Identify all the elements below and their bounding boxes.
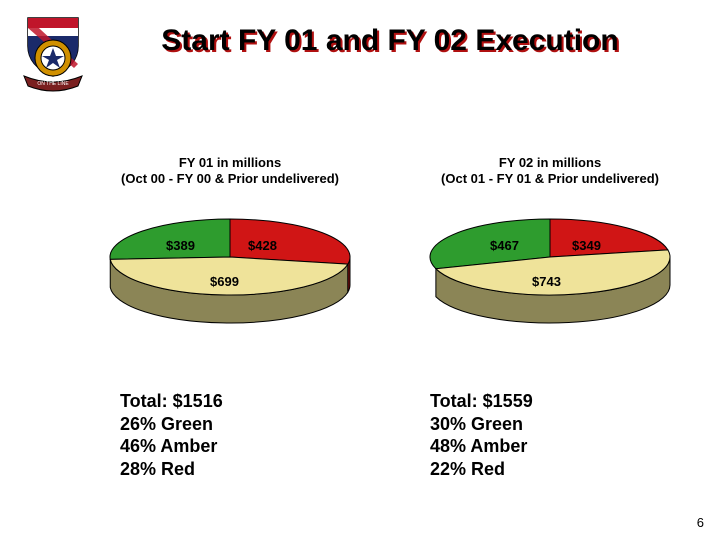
fy01-total-red: 28% Red (120, 458, 360, 481)
fy01-subtitle-line2: (Oct 00 - FY 00 & Prior undelivered) (121, 171, 339, 186)
fy02-subtitle-line1: FY 02 in millions (499, 155, 601, 170)
fy01-pie-chart: $389 $428 $699 (100, 202, 360, 342)
slide-title: Start FY 01 and FY 02 Execution (100, 24, 680, 58)
fy02-green-label: $467 (490, 238, 519, 253)
logo-banner-text: ON THE LINE (37, 81, 69, 87)
fy02-red-label: $349 (572, 238, 601, 253)
org-logo: ON THE LINE (18, 14, 88, 92)
fy02-subtitle: FY 02 in millions (Oct 01 - FY 01 & Prio… (400, 155, 700, 188)
fy01-subtitle: FY 01 in millions (Oct 00 - FY 00 & Prio… (80, 155, 380, 188)
fy01-red-label: $428 (248, 238, 277, 253)
fy02-total-line: Total: $1559 (430, 390, 670, 413)
fy01-green-label: $389 (166, 238, 195, 253)
fy02-totals: Total: $1559 30% Green 48% Amber 22% Red (430, 390, 670, 480)
fy01-amber-label: $699 (210, 274, 239, 289)
fy01-column: FY 01 in millions (Oct 00 - FY 00 & Prio… (80, 155, 380, 342)
fy01-totals: Total: $1516 26% Green 46% Amber 28% Red (120, 390, 360, 480)
fy02-total-red: 22% Red (430, 458, 670, 481)
fy02-total-green: 30% Green (430, 413, 670, 436)
fy02-subtitle-line2: (Oct 01 - FY 01 & Prior undelivered) (441, 171, 659, 186)
fy02-amber-label: $743 (532, 274, 561, 289)
fy02-total-amber: 48% Amber (430, 435, 670, 458)
fy02-column: FY 02 in millions (Oct 01 - FY 01 & Prio… (400, 155, 700, 342)
fy01-total-green: 26% Green (120, 413, 360, 436)
fy02-pie-chart: $467 $349 $743 (420, 202, 680, 342)
fy01-total-line: Total: $1516 (120, 390, 360, 413)
fy01-total-amber: 46% Amber (120, 435, 360, 458)
page-number: 6 (697, 515, 704, 530)
fy01-subtitle-line1: FY 01 in millions (179, 155, 281, 170)
